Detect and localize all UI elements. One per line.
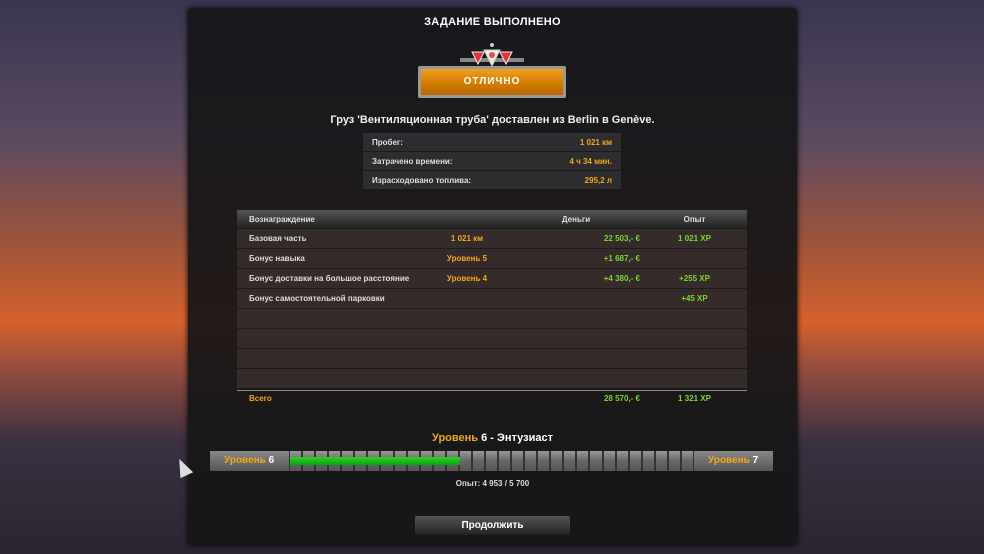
- empty-row: [237, 349, 747, 368]
- rewards-table: Вознаграждение Деньги Опыт Базовая часть 1 …: [237, 210, 747, 406]
- cargo-message: Груз 'Вентиляционная труба' доставлен из…: [330, 114, 655, 126]
- trip-stats: Пробег: 1 021 км Затрачено времени: 4 ч 34…: [363, 133, 621, 190]
- xp-fill: [290, 457, 461, 465]
- reward-name: Базовая часть: [249, 234, 307, 243]
- header-reward: Вознаграждение: [249, 214, 315, 224]
- reward-xp: +45 XP: [681, 294, 708, 303]
- total-row: Всего 28 570,- € 1 321 XP: [237, 390, 747, 406]
- table-row: Бонус навыка Уровень 5 +1 687,- €: [237, 249, 747, 268]
- table-row: Бонус доставки на большое расстояние Уров…: [237, 269, 747, 288]
- reward-name: Бонус навыка: [249, 254, 305, 263]
- reward-money: +1 687,- €: [603, 254, 640, 263]
- xp-segment: [668, 451, 680, 471]
- reward-xp: 1 021 XP: [678, 234, 711, 243]
- stat-label: Пробег:: [372, 137, 403, 147]
- xp-segment: [551, 451, 563, 471]
- xp-segment: [459, 451, 471, 471]
- continue-button[interactable]: Продолжить: [415, 516, 570, 535]
- xp-segment: [512, 451, 524, 471]
- xp-segment: [629, 451, 641, 471]
- xp-segment: [564, 451, 576, 471]
- level-number: 6: [268, 455, 275, 466]
- stat-row: Затрачено времени: 4 ч 34 мин.: [363, 152, 621, 170]
- empty-row: [237, 309, 747, 328]
- level-number: 6: [481, 432, 488, 444]
- table-row: Бонус самостоятельной парковки +45 XP: [237, 289, 747, 308]
- xp-segment: [681, 451, 693, 471]
- stat-value: 295,2 л: [584, 175, 612, 185]
- reward-detail: Уровень 4: [446, 274, 488, 283]
- xp-segment: [538, 451, 550, 471]
- table-header: Вознаграждение Деньги Опыт: [237, 210, 747, 228]
- current-level-label: Уровень 6: [210, 451, 289, 471]
- rating-badge: ОТЛИЧНО: [418, 66, 566, 98]
- header-money: Деньги: [561, 214, 591, 224]
- stat-label: Израсходовано топлива:: [372, 175, 472, 185]
- level-word: Уровень: [224, 455, 266, 466]
- xp-segment: [472, 451, 484, 471]
- total-money: 28 570,- €: [603, 394, 640, 403]
- reward-detail: Уровень 5: [446, 254, 488, 263]
- rating-emblem-icon: [460, 43, 524, 68]
- stat-value: 4 ч 34 мин.: [569, 156, 612, 166]
- stat-value: 1 021 км: [579, 137, 612, 147]
- total-xp: 1 321 XP: [678, 394, 711, 403]
- header-xp: Опыт: [683, 214, 706, 224]
- xp-segment: [590, 451, 602, 471]
- reward-money: +4 380,- €: [603, 274, 640, 283]
- empty-row: [237, 329, 747, 348]
- page-title: ЗАДАНИЕ ВЫПОЛНЕНО: [424, 16, 561, 28]
- reward-detail: 1 021 км: [450, 234, 484, 243]
- xp-segment: [525, 451, 537, 471]
- xp-segment: [616, 451, 628, 471]
- xp-segment: [655, 451, 667, 471]
- level-word: Уровень: [432, 432, 479, 444]
- reward-money: 22 503,- €: [603, 234, 640, 243]
- stat-row: Израсходовано топлива: 295,2 л: [363, 171, 621, 189]
- xp-segment: [499, 451, 511, 471]
- xp-segment: [603, 451, 615, 471]
- level-rank: - Энтузиаст: [487, 432, 553, 444]
- empty-row: [237, 369, 747, 388]
- xp-segment: [485, 451, 497, 471]
- xp-progress-bar: Уровень 6 Уровень 7: [210, 451, 773, 471]
- reward-xp: +255 XP: [679, 274, 710, 283]
- reward-name: Бонус доставки на большое расстояние: [249, 274, 410, 283]
- level-number: 7: [752, 455, 759, 466]
- level-word: Уровень: [708, 455, 750, 466]
- table-row: Базовая часть 1 021 км 22 503,- € 1 021 XP: [237, 229, 747, 248]
- stat-row: Пробег: 1 021 км: [363, 133, 621, 151]
- xp-text: Опыт: 4 953 / 5 700: [455, 479, 530, 488]
- next-level-label: Уровень 7: [694, 451, 773, 471]
- total-label: Всего: [249, 394, 272, 403]
- xp-segment: [577, 451, 589, 471]
- xp-segment: [642, 451, 654, 471]
- reward-name: Бонус самостоятельной парковки: [249, 294, 385, 303]
- xp-segments: [289, 451, 694, 471]
- level-title: Уровень 6 - Энтузиаст: [188, 432, 797, 444]
- stat-label: Затрачено времени:: [372, 156, 453, 166]
